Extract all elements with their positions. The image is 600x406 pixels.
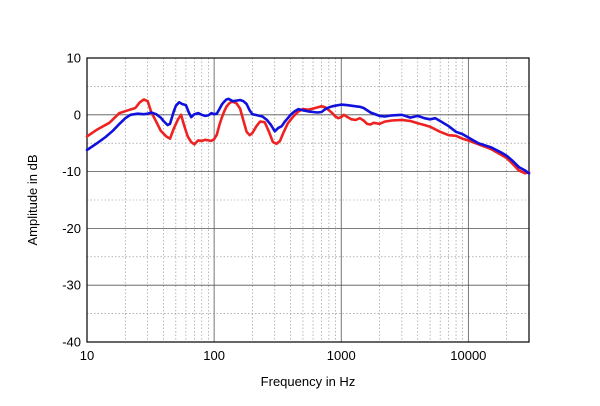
series-layer <box>85 97 531 175</box>
y-tick-label: -30 <box>62 278 81 293</box>
x-tick-label: 1000 <box>327 348 356 363</box>
y-tick-label: 10 <box>67 51 81 66</box>
plot-frame <box>86 57 530 343</box>
y-tick-labels: 10 0 -10 -20 -30 -40 <box>62 51 81 350</box>
y-axis-title: Amplitude in dB <box>25 154 40 245</box>
y-tick-label: 0 <box>74 107 81 122</box>
y-tick-label: -40 <box>62 335 81 350</box>
y-tick-label: -10 <box>62 164 81 179</box>
x-axis-title: Frequency in Hz <box>261 374 356 389</box>
x-tick-label: 10000 <box>450 348 486 363</box>
series-line-2 <box>85 97 531 175</box>
x-tick-labels: 10 100 1000 10000 <box>80 348 487 363</box>
x-tick-label: 100 <box>203 348 225 363</box>
y-tick-label: -20 <box>62 221 81 236</box>
minor-gridlines <box>87 58 529 342</box>
series-line-1 <box>85 98 531 175</box>
x-tick-label: 10 <box>80 348 94 363</box>
